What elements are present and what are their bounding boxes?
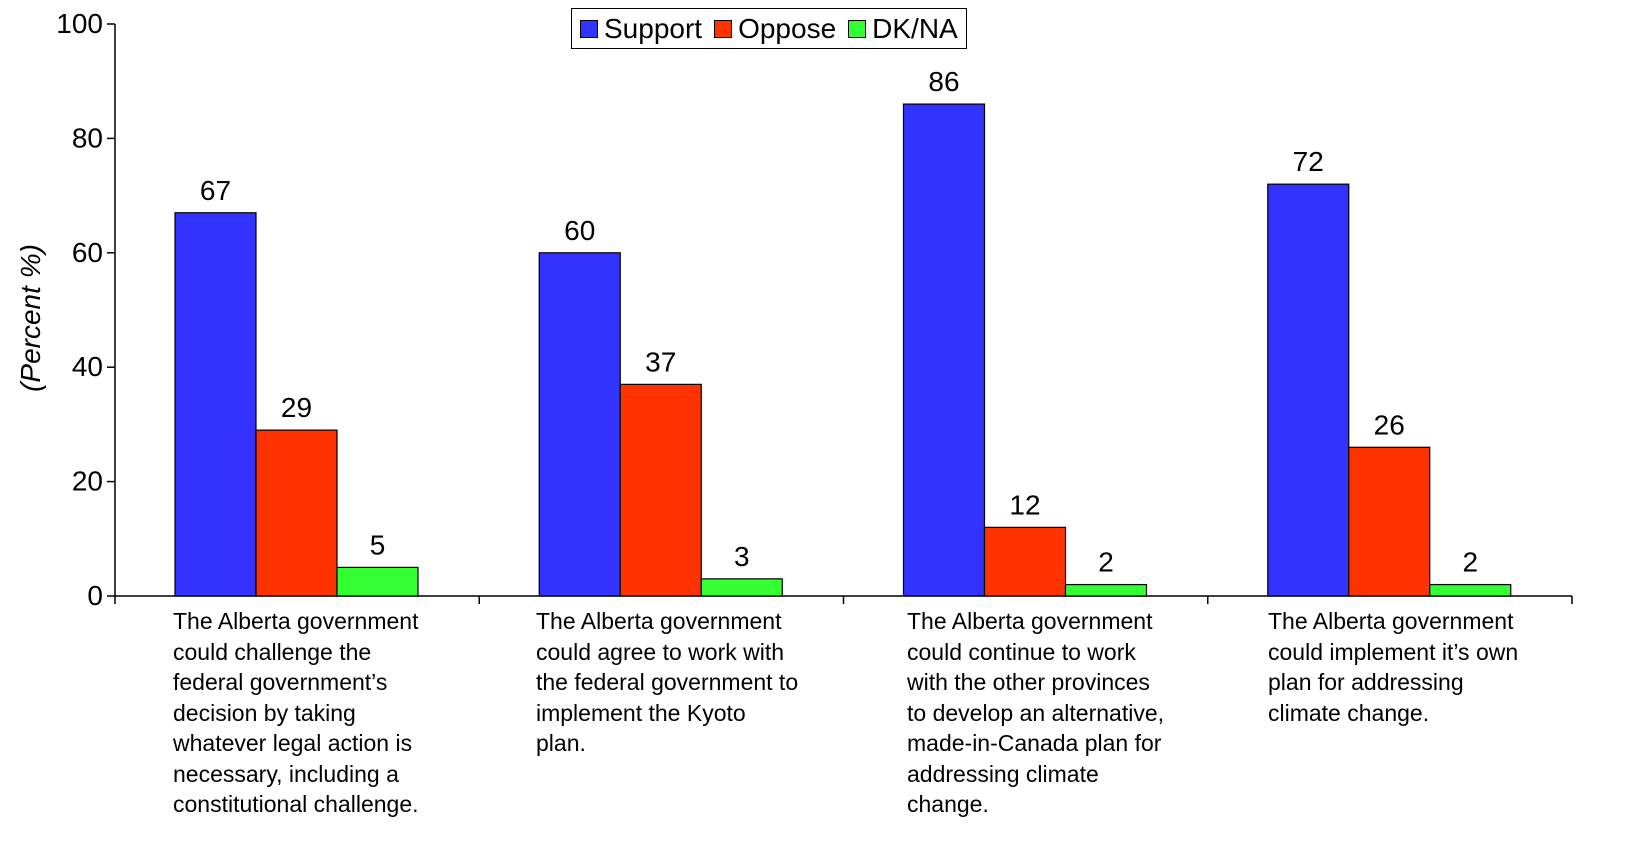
y-tick-label-40: 40 bbox=[72, 351, 103, 382]
bar-oppose-2 bbox=[619, 383, 702, 597]
data-labels: 67 29 5 60 37 3 86 12 2 72 26 2 bbox=[200, 66, 1478, 577]
y-axis-label: (Percent %) bbox=[15, 244, 46, 392]
bars bbox=[174, 103, 1512, 597]
y-tick-label-80: 80 bbox=[72, 122, 103, 153]
bar-support-2 bbox=[538, 252, 621, 597]
bar-dk-na-4 bbox=[1429, 583, 1512, 597]
y-axis: 0 20 40 60 80 100 bbox=[56, 8, 116, 611]
data-label-oppose-4: 26 bbox=[1374, 409, 1405, 440]
bar-dk-na-2 bbox=[700, 578, 783, 597]
y-tick-label-100: 100 bbox=[56, 8, 103, 39]
data-label-dk-na-1: 5 bbox=[370, 529, 386, 560]
data-label-dk-na-3: 2 bbox=[1098, 547, 1114, 578]
data-label-dk-na-2: 3 bbox=[734, 541, 750, 572]
bar-support-1 bbox=[174, 212, 257, 597]
data-label-support-1: 67 bbox=[200, 175, 231, 206]
data-label-support-2: 60 bbox=[564, 215, 595, 246]
x-axis bbox=[114, 595, 1573, 604]
data-label-dk-na-4: 2 bbox=[1462, 547, 1478, 578]
bar-support-3 bbox=[902, 103, 986, 597]
data-label-oppose-2: 37 bbox=[645, 346, 676, 377]
category-label-1: The Alberta government could challenge t… bbox=[173, 608, 419, 817]
category-label-3: The Alberta government could continue to… bbox=[907, 608, 1165, 817]
y-tick-label-0: 0 bbox=[87, 580, 103, 611]
bar-oppose-1 bbox=[255, 429, 338, 597]
legend: Support Oppose DK/NA bbox=[571, 8, 967, 49]
legend-label-oppose: Oppose bbox=[738, 12, 837, 44]
legend-swatch-oppose bbox=[714, 19, 733, 38]
legend-swatch-dkna bbox=[848, 19, 867, 38]
data-label-support-4: 72 bbox=[1293, 146, 1324, 177]
y-tick-label-60: 60 bbox=[72, 237, 103, 268]
y-tick-label-20: 20 bbox=[72, 466, 103, 497]
bar-oppose-3 bbox=[983, 526, 1067, 597]
data-label-support-3: 86 bbox=[928, 66, 959, 97]
bar-support-4 bbox=[1267, 183, 1350, 597]
category-label-2: The Alberta government could agree to wo… bbox=[536, 608, 799, 756]
bar-dk-na-3 bbox=[1064, 583, 1148, 597]
legend-item-dkna: DK/NA bbox=[848, 13, 958, 45]
data-label-oppose-3: 12 bbox=[1009, 489, 1040, 520]
data-label-oppose-1: 29 bbox=[281, 392, 312, 423]
legend-label-dkna: DK/NA bbox=[872, 12, 958, 44]
legend-swatch-support bbox=[580, 19, 598, 38]
bar-oppose-4 bbox=[1348, 446, 1431, 597]
bar-dk-na-1 bbox=[336, 566, 419, 597]
legend-label-support: Support bbox=[604, 12, 703, 44]
legend-item-oppose: Oppose bbox=[714, 13, 836, 45]
legend-item-support: Support bbox=[580, 13, 702, 45]
category-label-4: The Alberta government could implement i… bbox=[1268, 608, 1519, 726]
